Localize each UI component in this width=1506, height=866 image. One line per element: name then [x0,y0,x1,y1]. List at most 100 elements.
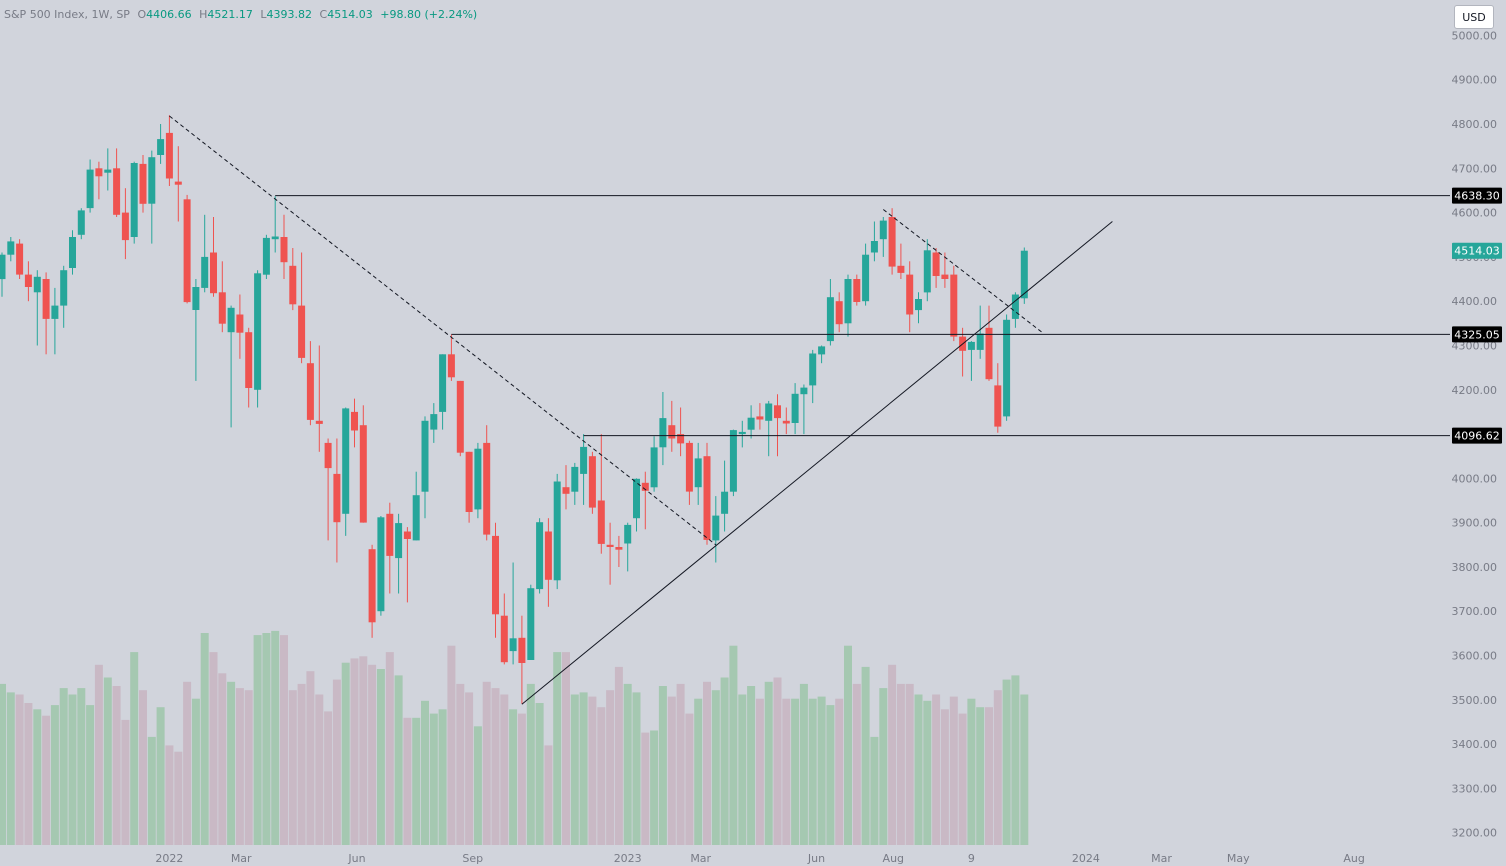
volume-bar [130,652,139,845]
candle [774,394,781,457]
candle-body [765,403,773,421]
volume-bar [341,662,350,845]
volume-bar [50,705,59,845]
price-tick-label: 3200.00 [1452,827,1498,840]
candle [756,403,764,430]
candle [738,420,746,448]
candle-body [1003,319,1011,417]
candle-body [580,446,588,474]
candle [403,527,411,603]
candle [518,615,526,704]
candle [306,341,314,426]
volume-bar [0,683,6,845]
candle [659,392,667,466]
candle-body [641,482,649,491]
price-tick-label: 5000.00 [1452,29,1498,42]
candle-body [16,243,24,275]
volume-bar [324,711,333,845]
candle-body [7,241,15,255]
volume-bar [852,683,861,845]
candle [650,436,658,492]
candle [941,252,949,288]
high-value: 4521.17 [207,8,253,21]
candle-body [932,252,940,276]
volume-bar [227,681,236,845]
volume-bar [562,652,570,845]
volume-bar [509,709,518,845]
candle-body [333,473,341,523]
candle [580,434,588,505]
low-label: L [260,8,267,21]
volume-bar [394,675,403,845]
volume-bar [993,690,1002,845]
volume-bar [491,688,500,845]
volume-bar [923,700,932,845]
candle-body [897,265,905,273]
candle-body [474,448,482,510]
candle [853,274,861,306]
volume-bar [623,683,632,845]
candle-body [77,210,85,235]
volume-bar [641,732,650,845]
price-tick-label: 4900.00 [1452,74,1498,87]
volume-bar [967,698,976,845]
volume-bar [914,694,923,845]
candle-body [395,523,403,559]
candle-body [298,305,306,358]
time-tick-label: Mar [690,852,711,865]
volume-bar [535,703,544,845]
volume-bar [473,726,482,845]
candle-body [747,417,755,430]
candle [148,150,156,244]
candle [844,274,852,337]
candle-body [483,442,491,535]
candle [165,115,173,186]
volume-bar [703,681,711,845]
price-tick-label: 3400.00 [1452,738,1498,751]
candle-body [183,199,191,303]
candle-body [492,535,499,615]
candle [289,248,297,311]
price-tick-label: 4800.00 [1452,118,1498,131]
price-tick-label: 3300.00 [1452,782,1498,795]
candle-body [42,279,50,319]
price-tick-label: 3800.00 [1452,561,1498,574]
candle [553,473,561,590]
volume-bar [368,664,377,845]
candle [121,188,129,260]
candle [368,544,376,638]
candle [818,345,826,364]
candle [95,161,103,200]
currency-button[interactable]: USD [1454,5,1494,29]
candle-body [104,169,112,173]
candle [104,148,112,191]
volume-bar [165,745,174,845]
candle [377,516,385,616]
candle [862,243,870,306]
volume-bar [1011,675,1020,845]
volume-series [0,630,1029,845]
volume-bar [24,703,33,845]
candle-body [774,405,781,419]
volume-bar [456,683,465,845]
volume-bar [676,683,685,845]
candle [915,292,922,324]
candle [210,217,217,297]
candle-body [967,341,975,350]
candle [906,261,914,333]
candle-body [174,181,182,185]
volume-bar [421,700,429,845]
volume-bar [808,698,817,845]
volume-bar [685,713,694,845]
volume-bar [755,698,764,845]
close-value: 4514.03 [327,8,373,21]
time-tick-label: Jun [807,852,825,865]
last-price-label-bg [1452,242,1502,259]
volume-bar [773,677,782,845]
candle-body [835,301,843,325]
candle-body [69,237,76,268]
candle [333,438,341,563]
candle-body [1020,250,1028,299]
candle [747,405,755,439]
